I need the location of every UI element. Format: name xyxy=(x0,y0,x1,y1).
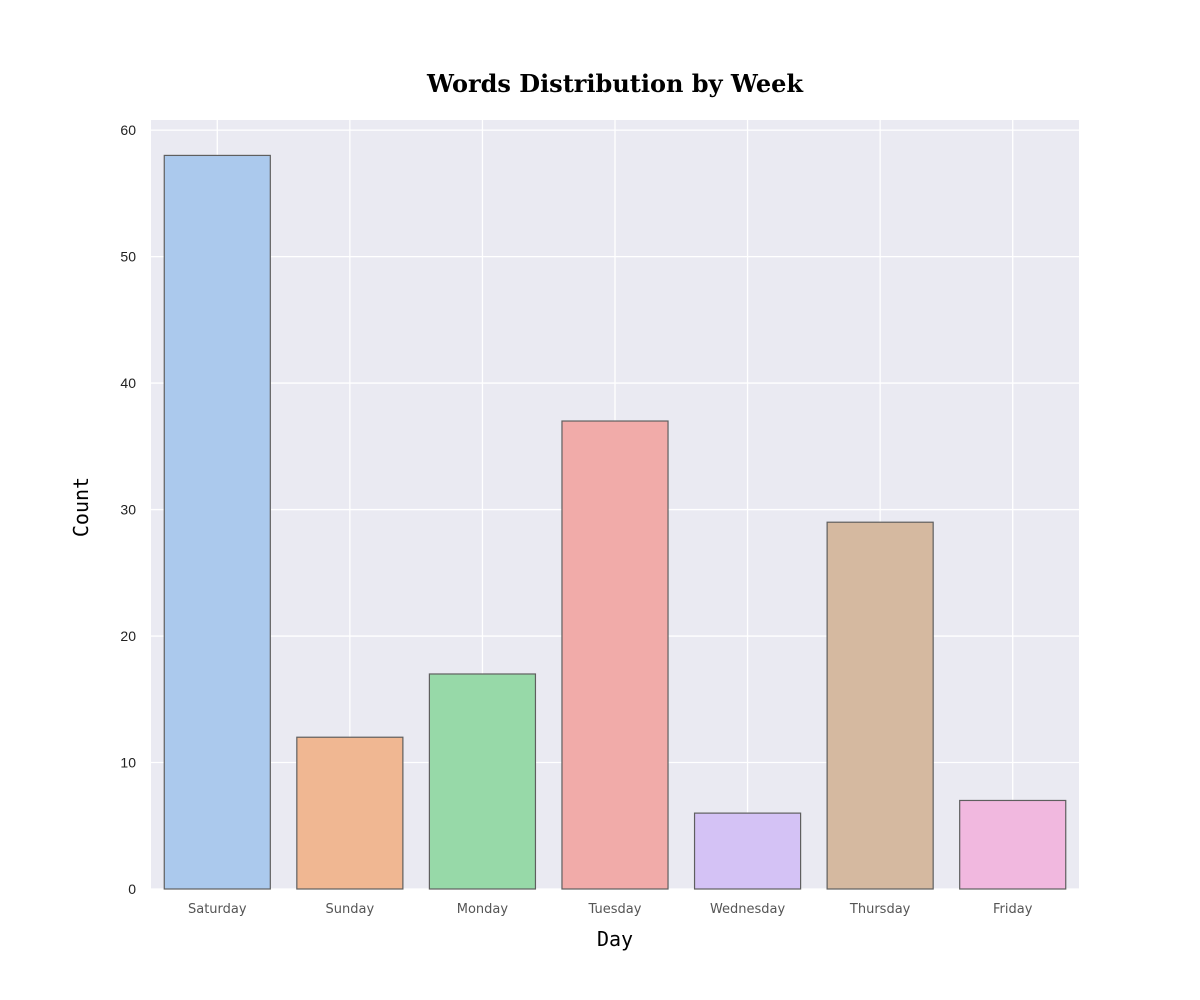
bar-thursday xyxy=(826,521,934,890)
y-tick-label: 20 xyxy=(120,628,136,644)
bar-saturday xyxy=(163,154,271,890)
x-tick-labels: Saturday Sunday Monday Tuesday Wednesday Thur… xyxy=(188,902,1033,917)
bar-tuesday xyxy=(561,420,669,890)
x-tick-label: Saturday xyxy=(188,902,247,917)
x-tick-label: Wednesday xyxy=(710,902,786,917)
y-tick-label: 10 xyxy=(120,755,136,771)
x-axis-label: Day xyxy=(597,927,633,951)
x-tick-label: Sunday xyxy=(326,902,375,917)
y-tick-labels: 0 10 20 30 40 50 60 xyxy=(120,122,136,897)
x-tick-label: Tuesday xyxy=(588,902,642,917)
y-tick-label: 60 xyxy=(120,122,136,138)
y-tick-label: 0 xyxy=(128,881,136,897)
x-tick-label: Monday xyxy=(457,902,509,917)
bar-wednesday xyxy=(693,812,802,890)
bar-monday xyxy=(428,673,537,890)
x-tick-label: Friday xyxy=(993,902,1033,917)
bar-friday xyxy=(959,799,1067,890)
bars xyxy=(163,154,1067,890)
y-tick-label: 50 xyxy=(120,249,136,265)
bar-sunday xyxy=(296,736,404,890)
y-axis-label: Count xyxy=(69,477,93,537)
x-tick-label: Thursday xyxy=(849,902,911,917)
y-tick-label: 40 xyxy=(120,375,136,391)
y-tick-label: 30 xyxy=(120,502,136,518)
chart-title: Words Distribution by Week xyxy=(426,69,804,98)
